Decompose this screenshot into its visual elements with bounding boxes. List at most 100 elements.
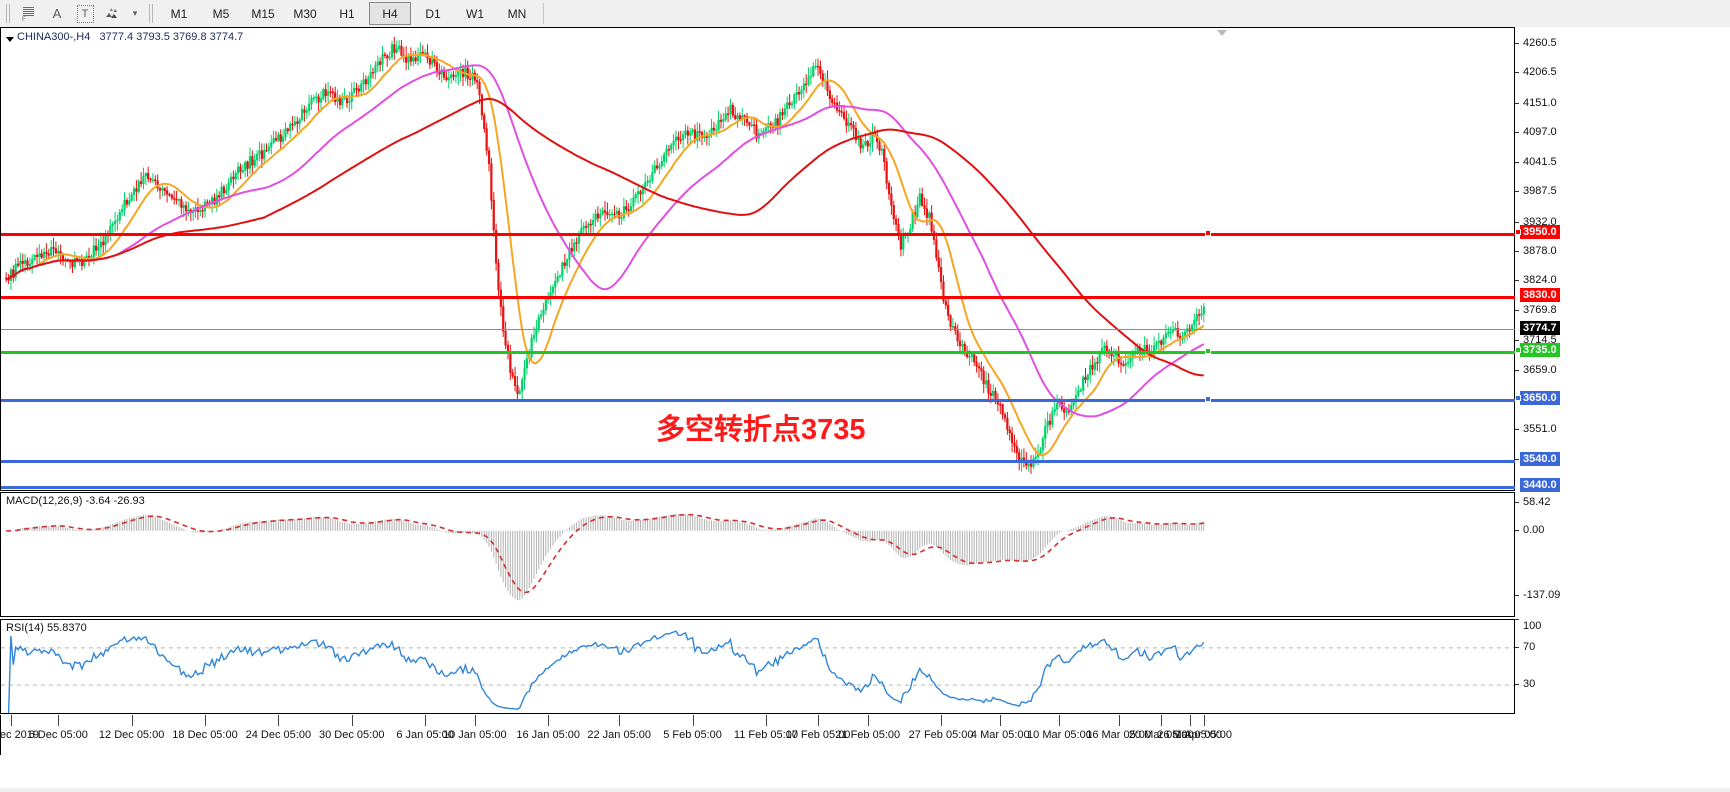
- time-tick-mark: [867, 715, 869, 726]
- timeframe-group-grip[interactable]: [149, 4, 153, 23]
- time-tick-mark: [692, 715, 694, 726]
- price-tick-mark: [1515, 280, 1519, 282]
- text-a-icon[interactable]: A: [52, 6, 62, 21]
- time-tick-mark: [818, 715, 820, 726]
- time-tick-mark: [10, 715, 12, 726]
- current-price-line: [1, 329, 1515, 330]
- price-tick-label: 3932.0: [1523, 215, 1557, 228]
- timeframe-m1[interactable]: M1: [170, 6, 188, 21]
- symbol-label: CHINA300-,H4 3777.4 3793.5 3769.8 3774.7: [17, 31, 243, 43]
- chart-window-marker-icon: [1217, 30, 1227, 36]
- horizontal-scrollbar[interactable]: [0, 788, 1730, 792]
- time-tick-label: 24 Dec 05:00: [245, 729, 312, 741]
- time-tick-mark: [1189, 715, 1191, 726]
- rsi-pane[interactable]: RSI(14) 55.8370: [0, 619, 1516, 714]
- price-level-tag-3950-0[interactable]: 3950.0: [1520, 225, 1560, 239]
- time-tick-label: 12 Dec 05:00: [98, 729, 165, 741]
- price-level-tag-3830-0[interactable]: 3830.0: [1520, 288, 1560, 302]
- level-handle-3650[interactable]: [1205, 396, 1211, 402]
- price-tick-label: 3769.8: [1523, 303, 1557, 316]
- timeframe-w1[interactable]: W1: [466, 6, 484, 21]
- price-tick-mark: [1515, 369, 1519, 371]
- price-tick-label: 3714.5: [1523, 333, 1557, 346]
- price-tick-mark: [1515, 221, 1519, 223]
- price-tick-label: 3659.0: [1523, 363, 1557, 376]
- price-tick-mark: [1515, 43, 1519, 45]
- macd-pane[interactable]: MACD(12,26,9) -3.64 -26.93: [0, 492, 1516, 617]
- time-tick-label: 11 Feb 05:00: [733, 729, 798, 741]
- price-tick-mark: [1515, 250, 1519, 252]
- timeframe-h1[interactable]: H1: [339, 6, 355, 21]
- price-tick-mark: [1515, 191, 1519, 193]
- price-pane[interactable]: CHINA300-,H4 3777.4 3793.5 3769.8 3774.7…: [0, 27, 1516, 491]
- rsi-tick-label: 70: [1523, 640, 1536, 653]
- rsi-axis: 100 70 30: [1514, 619, 1730, 714]
- price-tick-label: 4151.0: [1523, 96, 1557, 109]
- timeframe-d1[interactable]: D1: [425, 6, 441, 21]
- price-candles: [5, 36, 1205, 474]
- symbol-collapse-icon[interactable]: [6, 37, 14, 42]
- level-line-3735[interactable]: [1, 351, 1515, 354]
- toolbar-grip[interactable]: [6, 4, 10, 23]
- chart-area[interactable]: CHINA300-,H4 3777.4 3793.5 3769.8 3774.7…: [0, 27, 1730, 792]
- price-tick-mark: [1515, 131, 1519, 133]
- price-level-tag-3540-0[interactable]: 3540.0: [1520, 452, 1560, 466]
- price-tick-label: 4041.5: [1523, 156, 1557, 169]
- time-tick-mark: [425, 715, 427, 726]
- time-tick-mark: [1000, 715, 1002, 726]
- price-tag-handle[interactable]: [1515, 347, 1521, 353]
- timeframe-mn[interactable]: MN: [507, 6, 527, 21]
- rsi-label: RSI(14) 55.8370: [6, 622, 87, 634]
- price-tag-handle[interactable]: [1515, 229, 1521, 235]
- time-tick-mark: [205, 715, 206, 726]
- price-tick-label: 3551.0: [1523, 422, 1557, 435]
- toolbar: F A T ▾ M1 M5 M15 M30 H1 H4 D1 W1 MN: [0, 0, 1730, 28]
- price-tag-handle[interactable]: [1515, 395, 1521, 401]
- rsi-plot: [1, 630, 1515, 713]
- price-tick-label: 3824.0: [1523, 274, 1557, 287]
- timeframe-m30[interactable]: M30: [293, 6, 317, 21]
- time-tick-label: 27 Feb 05:00: [908, 729, 974, 741]
- objects-icon[interactable]: [100, 2, 126, 25]
- text-label-box: T: [76, 4, 94, 23]
- price-level-tag-3440-0[interactable]: 3440.0: [1520, 478, 1560, 492]
- timeframe-m5[interactable]: M5: [212, 6, 230, 21]
- level-handle-3735[interactable]: [1205, 348, 1211, 354]
- dropdown-arrow-icon[interactable]: ▾: [132, 8, 138, 18]
- price-level-tag-3650-0[interactable]: 3650.0: [1520, 391, 1560, 405]
- text-label-icon[interactable]: T: [72, 2, 98, 25]
- price-tick-mark: [1515, 458, 1519, 460]
- rsi-tick-mark: [1515, 684, 1519, 686]
- time-tick-label: 2 Dec 2019: [0, 729, 40, 741]
- rsi-tick-mark: [1515, 619, 1519, 620]
- level-handle-3950[interactable]: [1205, 230, 1211, 236]
- time-tick-mark: [619, 715, 621, 726]
- level-line-3950[interactable]: [1, 233, 1515, 236]
- price-tick-label: 4206.5: [1523, 66, 1557, 79]
- price-tick-mark: [1515, 102, 1519, 104]
- symbol-ohlc: 3777.4 3793.5 3769.8 3774.7: [99, 31, 244, 43]
- time-tick-label: 20 Mar 05:00: [1128, 729, 1194, 741]
- rsi-tick-mark: [1515, 646, 1519, 648]
- level-line-3540[interactable]: [1, 460, 1515, 463]
- time-tick-label: 5 Feb 05:00: [663, 729, 722, 741]
- level-line-3830[interactable]: [1, 296, 1515, 299]
- time-tick-mark: [58, 715, 60, 726]
- time-tick-mark: [278, 715, 280, 726]
- time-tick-mark: [351, 715, 353, 726]
- time-tick-label: 30 Dec 05:00: [319, 729, 385, 741]
- time-tick-label: 22 Jan 05:00: [587, 729, 651, 741]
- macd-tick-label: 0.00: [1523, 523, 1545, 536]
- time-tick-mark: [941, 715, 943, 726]
- current-price-tag[interactable]: 3774.7: [1520, 321, 1560, 335]
- time-tick-label: 1 Apr 05:00: [1175, 729, 1232, 741]
- price-tick-mark: [1515, 309, 1519, 311]
- crosshair-icon[interactable]: F: [16, 2, 42, 25]
- timeframe-m15[interactable]: M15: [251, 6, 275, 21]
- price-axis[interactable]: 4260.5 4206.5 4151.0 4097.0 4041.5 3987.5 3932…: [1514, 27, 1730, 492]
- svg-text:F: F: [22, 17, 26, 22]
- level-line-3650[interactable]: [1, 399, 1515, 402]
- timeframe-h4[interactable]: H4: [369, 2, 411, 25]
- price-level-tag-3735-0[interactable]: 3735.0: [1520, 343, 1560, 357]
- level-line-3440[interactable]: [1, 486, 1515, 489]
